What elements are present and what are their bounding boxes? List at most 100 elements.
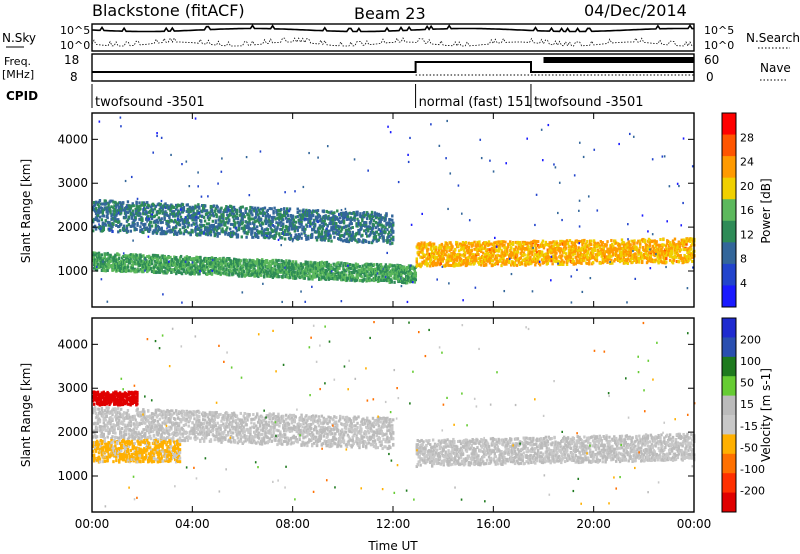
echo-cell <box>286 232 290 236</box>
echo-cell <box>188 206 191 210</box>
echo-cell <box>432 242 436 246</box>
echo-cell <box>198 268 201 272</box>
echo-cell <box>98 215 102 219</box>
nsearch-label: N.Search <box>746 31 800 45</box>
echo-cell <box>573 252 576 256</box>
echo-cell <box>373 211 377 215</box>
nsky-traces <box>91 24 694 47</box>
echo-cell <box>312 220 316 224</box>
echo-cell <box>289 214 293 218</box>
echo-cell <box>338 230 341 234</box>
echo-cell <box>143 201 146 205</box>
echo-cell <box>126 207 130 211</box>
echo-cell <box>367 240 371 244</box>
echo-cell <box>153 253 157 257</box>
echo-cell <box>235 212 239 216</box>
echo-cell <box>295 234 298 238</box>
echo-cell <box>360 223 363 227</box>
echo-cell <box>210 213 214 217</box>
echo-cell <box>230 259 233 263</box>
echo-cell <box>212 214 215 218</box>
echo-cell <box>535 246 538 250</box>
echo-cell <box>278 233 281 237</box>
echo-cell <box>101 221 105 225</box>
echo-cell <box>191 268 194 272</box>
echo-cell <box>216 234 219 238</box>
echo-cell <box>342 225 346 229</box>
echo-cell <box>103 254 106 258</box>
echo-cell <box>198 266 201 270</box>
echo-cell <box>225 217 228 221</box>
echo-cell <box>230 211 234 215</box>
echo-cell <box>285 220 289 224</box>
echo-cell <box>105 267 108 271</box>
echo-cell <box>233 223 237 227</box>
echo-cell <box>263 236 267 240</box>
echo-cell <box>385 214 388 218</box>
echo-cell <box>111 224 114 228</box>
echo-cell <box>378 223 381 227</box>
echo-cell <box>250 227 253 231</box>
echo-cell <box>181 265 185 269</box>
echo-cell <box>104 199 107 203</box>
echo-cell <box>203 204 207 208</box>
echo-cell <box>156 270 160 274</box>
echo-cell <box>445 250 448 254</box>
echo-cell <box>120 204 124 208</box>
echo-cell <box>177 204 181 208</box>
echo-cell <box>182 269 186 273</box>
echo-cell <box>209 206 213 210</box>
echo-cell <box>250 210 253 214</box>
echo-cell <box>296 228 299 232</box>
echo-cell <box>196 224 199 228</box>
echo-cell <box>365 221 368 225</box>
echo-cell <box>177 230 181 234</box>
nave-bottom-tick: 0 <box>706 70 714 84</box>
echo-cell <box>156 220 160 224</box>
echo-cell <box>372 223 376 227</box>
echo-cell <box>374 220 378 224</box>
echo-cell <box>347 217 351 221</box>
echo-cell <box>338 237 341 241</box>
echo-cell <box>286 214 290 218</box>
echo-cell <box>296 215 299 219</box>
echo-cell <box>191 214 194 218</box>
echo-cell <box>185 262 189 266</box>
echo-cell <box>264 222 268 226</box>
echo-cell <box>119 222 123 226</box>
echo-cell <box>383 228 386 232</box>
echo-cell <box>309 224 312 228</box>
freq-traces <box>92 57 694 76</box>
echo-cell <box>209 204 213 208</box>
echo-cell <box>140 221 143 225</box>
echo-cell <box>182 232 186 236</box>
echo-cell <box>302 225 305 229</box>
echo-cell <box>229 222 233 226</box>
echo-cell <box>272 211 275 215</box>
echo-cell <box>182 206 186 210</box>
echo-cell <box>158 269 162 273</box>
echo-cell <box>176 266 179 270</box>
echo-cell <box>209 230 213 234</box>
echo-cell <box>141 217 144 221</box>
echo-cell <box>225 267 228 271</box>
cpid-label: CPID <box>6 89 38 103</box>
echo-cell <box>121 265 125 269</box>
echo-cell <box>187 221 190 225</box>
echo-cell <box>304 217 307 221</box>
echo-cell <box>252 235 255 239</box>
echo-cell <box>144 256 147 260</box>
echo-cell <box>215 229 218 233</box>
echo-cell <box>363 229 366 233</box>
echo-cell <box>166 270 169 274</box>
echo-cell <box>125 204 129 208</box>
echo-cell <box>298 234 301 238</box>
echo-cell <box>122 227 126 231</box>
echo-cell <box>213 227 216 231</box>
echo-cell <box>161 254 164 258</box>
echo-cell <box>336 209 339 213</box>
echo-cell <box>266 208 270 212</box>
echo-cell <box>106 216 109 220</box>
echo-cell <box>378 218 381 222</box>
echo-cell <box>292 220 296 224</box>
